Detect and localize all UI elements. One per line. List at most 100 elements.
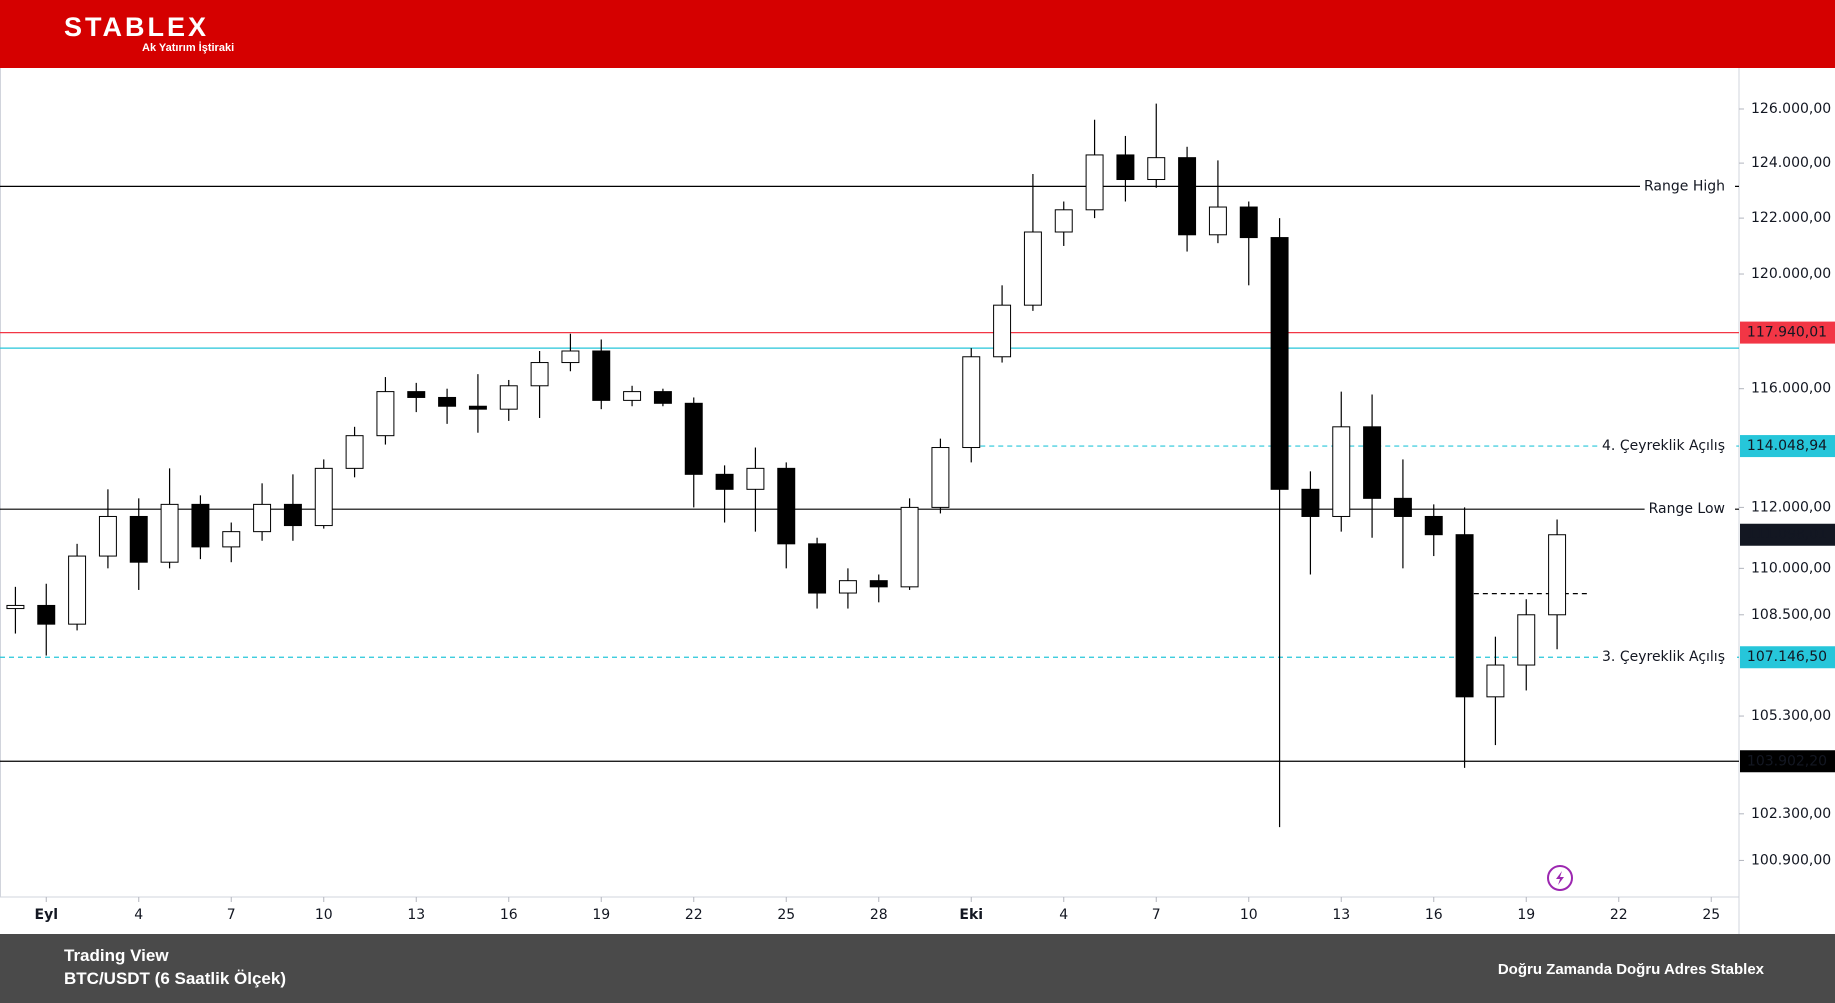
logo: STABLEX	[64, 12, 210, 42]
price-tag-label: 114.048,94	[1747, 438, 1827, 454]
price-tag-label: 111.098,01	[1747, 527, 1827, 543]
candle-body	[191, 503, 210, 548]
candles	[6, 103, 1567, 828]
candle-body	[345, 435, 364, 469]
price-tag	[1740, 523, 1835, 546]
price-tag-label: 107.146,50	[1747, 649, 1827, 665]
level-label: 4. Çeyreklik Açılış	[1602, 438, 1725, 454]
candle-body	[314, 467, 333, 527]
candle-body	[777, 467, 796, 545]
candle-body	[98, 515, 117, 557]
x-tick-label: 19	[592, 907, 610, 923]
candle-body	[1332, 426, 1351, 517]
candle-body	[1085, 154, 1104, 211]
x-tick-label: 16	[1425, 907, 1443, 923]
candle-body	[993, 304, 1012, 358]
footer-source: Trading View	[64, 946, 169, 965]
candle-body	[376, 391, 395, 437]
price-tag	[1740, 750, 1835, 773]
candle-body	[1178, 157, 1197, 236]
candle-body	[499, 385, 518, 410]
candle-body	[1054, 209, 1073, 233]
y-tick-label: 122.000,00	[1751, 210, 1831, 226]
level-label-bg	[1598, 437, 1735, 456]
candle-body	[684, 402, 703, 475]
price-tag	[1740, 321, 1835, 344]
candle-body	[530, 362, 549, 387]
footer-instrument: BTC/USDT (6 Saatlik Ölçek)	[64, 969, 287, 988]
x-tick-label: 16	[500, 907, 518, 923]
price-tag	[1740, 646, 1835, 669]
candle-body	[746, 467, 765, 490]
x-tick-label: 13	[1332, 907, 1350, 923]
candle-body	[222, 531, 241, 548]
x-tick-label: 28	[870, 907, 888, 923]
candle-body	[931, 447, 950, 508]
candle-body	[592, 350, 611, 401]
candle-body	[869, 580, 888, 588]
candle-body	[1023, 231, 1042, 306]
alert-icon	[1547, 865, 1573, 891]
candle-body	[1424, 515, 1443, 536]
x-tick-label: 25	[777, 907, 795, 923]
x-tick-label: 19	[1517, 907, 1535, 923]
x-tick-label: 22	[1610, 907, 1628, 923]
candle-body	[1270, 237, 1289, 490]
level-label: 3. Çeyreklik Açılış	[1602, 649, 1725, 665]
candle-body	[1363, 426, 1382, 499]
footer: Trading View BTC/USDT (6 Saatlik Ölçek) …	[0, 934, 1835, 1003]
x-tick-label: 4	[1059, 907, 1068, 923]
candle-body	[900, 506, 919, 588]
level-label-bg	[1644, 500, 1735, 519]
candle-body	[653, 391, 672, 404]
y-tick-label: 108.500,00	[1751, 607, 1831, 623]
level-label-bg	[1640, 177, 1735, 196]
x-tick-label: 13	[407, 907, 425, 923]
x-tick-label: Eyl	[35, 907, 59, 923]
candle-body	[438, 396, 457, 407]
candle-body	[1548, 534, 1567, 616]
price-tag-label: 103.902,20	[1747, 753, 1827, 769]
candle-body	[623, 391, 642, 401]
candle-body	[1486, 664, 1505, 698]
candle-body	[407, 391, 426, 398]
y-tick-label: 100.900,00	[1751, 852, 1831, 868]
x-tick-label: 4	[134, 907, 143, 923]
x-tick-label: 25	[1702, 907, 1720, 923]
y-tick-label: 105.300,00	[1751, 708, 1831, 724]
price-tag-label: 117.940,01	[1747, 325, 1827, 341]
y-tick-label: 102.300,00	[1751, 806, 1831, 822]
candle-body	[1455, 534, 1474, 698]
x-tick-label: 22	[685, 907, 703, 923]
candle-body	[1517, 614, 1536, 666]
candle-body	[37, 604, 56, 625]
price-tag	[1740, 435, 1835, 458]
y-tick-label: 124.000,00	[1751, 155, 1831, 171]
candle-body	[1208, 206, 1227, 236]
tagline: Ak Yatırım İştiraki	[142, 42, 235, 54]
candle-body	[962, 356, 981, 449]
candle-body	[1116, 154, 1135, 181]
candle-body	[68, 555, 87, 625]
y-tick-label: 126.000,00	[1751, 101, 1831, 117]
x-tick-label: 7	[227, 907, 236, 923]
x-tick-label: 10	[315, 907, 333, 923]
y-tick-label: 112.000,00	[1751, 499, 1831, 515]
footer-slogan: Doğru Zamanda Doğru Adres Stablex	[1497, 961, 1764, 978]
candle-body	[715, 473, 734, 490]
candle-body	[838, 580, 857, 594]
x-tick-label: 10	[1240, 907, 1258, 923]
y-tick-label: 110.000,00	[1751, 560, 1831, 576]
candle-body	[1239, 206, 1258, 239]
header: STABLEX Ak Yatırım İştiraki	[0, 0, 1835, 68]
candle-body	[6, 604, 25, 610]
candle-body	[808, 543, 827, 594]
background	[0, 68, 1835, 934]
level-label: Range High	[1644, 178, 1725, 194]
candle-body	[1147, 157, 1166, 181]
candle-body	[129, 515, 148, 563]
level-label-bg	[1598, 648, 1735, 667]
x-tick-label: 7	[1152, 907, 1161, 923]
level-label: Range Low	[1649, 501, 1725, 517]
candle-body	[1393, 497, 1412, 517]
